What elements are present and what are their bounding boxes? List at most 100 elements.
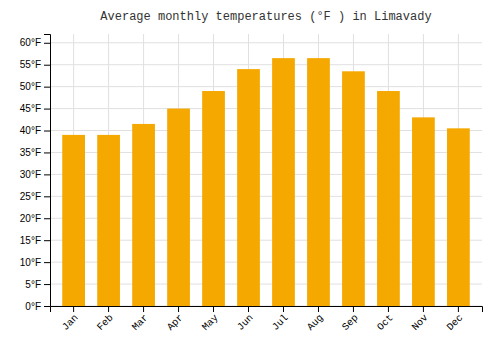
- tick-mark: [283, 306, 284, 312]
- tick-label: Oct: [375, 312, 396, 333]
- tick: 50°F: [20, 81, 50, 92]
- tick: 25°F: [20, 191, 50, 202]
- tick-label: Sep: [340, 312, 361, 333]
- tick-label: Jun: [235, 312, 256, 333]
- tick-mark: [143, 306, 144, 312]
- tick-mark: [178, 306, 179, 312]
- bar: [202, 91, 225, 306]
- bar: [342, 71, 365, 306]
- grid-line: [50, 108, 482, 109]
- tick-mark: [318, 306, 319, 312]
- tick: Dec: [445, 306, 466, 333]
- tick-mark: [73, 306, 74, 312]
- tick: 30°F: [20, 169, 50, 180]
- tick: 10°F: [20, 257, 50, 268]
- title: Average monthly temperatures (°F ) in Li…: [100, 10, 431, 24]
- tick-label: Apr: [165, 312, 186, 333]
- tick-label: 40°F: [20, 125, 41, 136]
- bar: [447, 128, 470, 306]
- tick-label: Mar: [130, 312, 151, 333]
- grid-line: [50, 86, 482, 87]
- tick-mark: [44, 306, 50, 307]
- tick: 40°F: [20, 125, 50, 136]
- bar: [377, 91, 400, 306]
- tick-label: 35°F: [20, 147, 41, 158]
- bar: [237, 69, 260, 306]
- tick-mark: [213, 306, 214, 312]
- tick-mark: [44, 109, 50, 110]
- tick-mark: [44, 240, 50, 241]
- tick-label: 45°F: [20, 103, 41, 114]
- tick: Feb: [95, 306, 116, 333]
- bars: [62, 58, 470, 306]
- tick: Aug: [305, 306, 326, 333]
- tick-label: Jan: [60, 312, 81, 333]
- tick-label: Jul: [270, 312, 291, 333]
- tick-mark: [388, 306, 389, 312]
- tick-label: 25°F: [20, 191, 41, 202]
- axis-line: [51, 307, 483, 313]
- bar: [272, 58, 295, 306]
- tick: 35°F: [20, 147, 50, 158]
- tick: Nov: [410, 306, 431, 333]
- axis-line: [44, 35, 51, 307]
- tick-mark: [44, 218, 50, 219]
- bar: [132, 124, 155, 306]
- tick-label: 30°F: [20, 169, 41, 180]
- tick-mark: [108, 306, 109, 312]
- tick: Jul: [270, 306, 291, 333]
- x-axis: Jan Feb Mar Apr May Jun Jul Aug Sep Oct Nov Dec: [51, 306, 483, 333]
- tick-mark: [44, 65, 50, 66]
- tick-mark: [44, 262, 50, 263]
- tick-label: May: [200, 312, 221, 333]
- tick: 0°F: [25, 301, 50, 312]
- tick-mark: [44, 196, 50, 197]
- y-axis: 0°F 5°F 10°F 15°F 20°F 25°F 30°F 35°F 40°F 45°F 50…: [20, 35, 51, 312]
- tick-label: 15°F: [20, 235, 41, 246]
- bar: [97, 135, 120, 306]
- tick: Sep: [340, 306, 361, 333]
- tick-mark: [44, 174, 50, 175]
- tick: 20°F: [20, 213, 50, 224]
- tick-mark: [44, 87, 50, 88]
- tick-label: 10°F: [20, 257, 41, 268]
- tick-label: Aug: [305, 312, 326, 333]
- bar: [307, 58, 330, 306]
- tick: Mar: [130, 306, 151, 333]
- tick-label: Nov: [410, 312, 431, 333]
- tick: Oct: [375, 306, 396, 333]
- bar: [412, 117, 435, 306]
- tick-mark: [44, 131, 50, 132]
- tick: 15°F: [20, 235, 50, 246]
- grid-line: [50, 64, 482, 65]
- plot: 0°F 5°F 10°F 15°F 20°F 25°F 30°F 35°F 40°F 45°F 50…: [20, 34, 483, 333]
- grid: [50, 34, 482, 306]
- tick-mark: [458, 306, 459, 312]
- tick-mark: [248, 306, 249, 312]
- tick: May: [200, 306, 221, 333]
- tick-label: 55°F: [20, 59, 41, 70]
- tick-mark: [44, 43, 50, 44]
- tick: 45°F: [20, 103, 50, 114]
- chart-container: Average monthly temperatures (°F ) in Li…: [0, 0, 500, 350]
- tick-label: 0°F: [25, 301, 41, 312]
- tick-label: Dec: [445, 312, 466, 333]
- tick-label: 60°F: [20, 37, 41, 48]
- bar: [167, 109, 190, 306]
- bar: [62, 135, 85, 306]
- tick: Apr: [165, 306, 186, 333]
- tick: 55°F: [20, 59, 50, 70]
- grid-line: [50, 42, 482, 43]
- tick: 5°F: [25, 279, 50, 290]
- tick-mark: [353, 306, 354, 312]
- tick: 60°F: [20, 37, 50, 48]
- tick-mark: [423, 306, 424, 312]
- tick-label: 20°F: [20, 213, 41, 224]
- tick-mark: [44, 284, 50, 285]
- tick-label: Feb: [95, 312, 116, 333]
- chart: Average monthly temperatures (°F ) in Li…: [0, 0, 500, 350]
- tick: Jan: [60, 306, 81, 333]
- tick: Jun: [235, 306, 256, 333]
- tick-mark: [44, 152, 50, 153]
- tick-label: 50°F: [20, 81, 41, 92]
